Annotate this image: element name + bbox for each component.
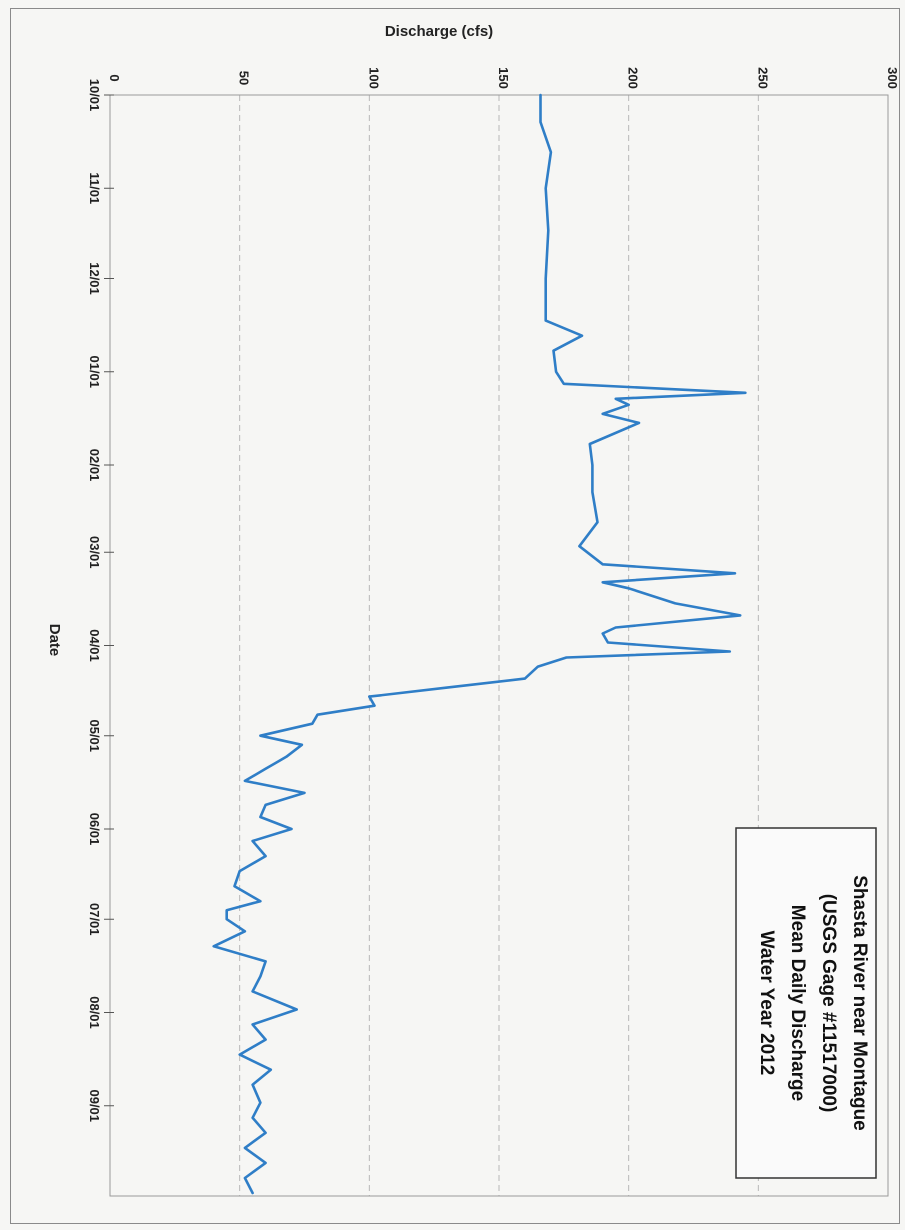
x-tick-label: 02/01 [87,449,102,482]
x-tick-label: 07/01 [87,903,102,936]
y-tick-label: 250 [755,67,770,89]
x-tick-label: 04/01 [87,629,102,662]
y-tick-label: 200 [626,67,641,89]
annotation-line: Shasta River near Montague [849,875,870,1131]
x-tick-label: 10/01 [87,79,102,112]
y-tick-label: 0 [107,74,122,81]
labels: 0 50 100 150 200 250 300 10/01 11/01 12/01 01/01 02… [46,23,900,1122]
page-border [10,8,900,1224]
y-tick-label: 150 [496,67,511,89]
annotation-line: Water Year 2012 [756,931,777,1076]
annotation-line: Mean Daily Discharge [787,905,808,1101]
y-tick-label: 100 [366,67,381,89]
annotation-frame [735,827,877,1179]
y-tick-label: 50 [237,71,252,85]
y-tick-label: 300 [885,67,900,89]
x-tick-label: 03/01 [87,536,102,569]
annotation-box: Shasta River near Montague (USGS Gage #11… [735,827,877,1179]
series-layer [212,93,747,1195]
x-tick-label: 05/01 [87,719,102,752]
x-axis-title: Date [46,624,63,657]
x-tick-label: 11/01 [87,172,102,204]
x-tick-label: 08/01 [87,996,102,1029]
x-tick-label: 12/01 [87,262,102,295]
axes [104,94,889,1197]
x-tick-label: 06/01 [87,813,102,846]
discharge-series-line [212,93,747,1195]
annotation-line: (USGS Gage #11517000) [818,894,839,1113]
x-tick-label: 01/01 [87,355,102,388]
x-tick-label: 09/01 [87,1089,102,1122]
y-axis-title: Discharge (cfs) [385,23,493,40]
